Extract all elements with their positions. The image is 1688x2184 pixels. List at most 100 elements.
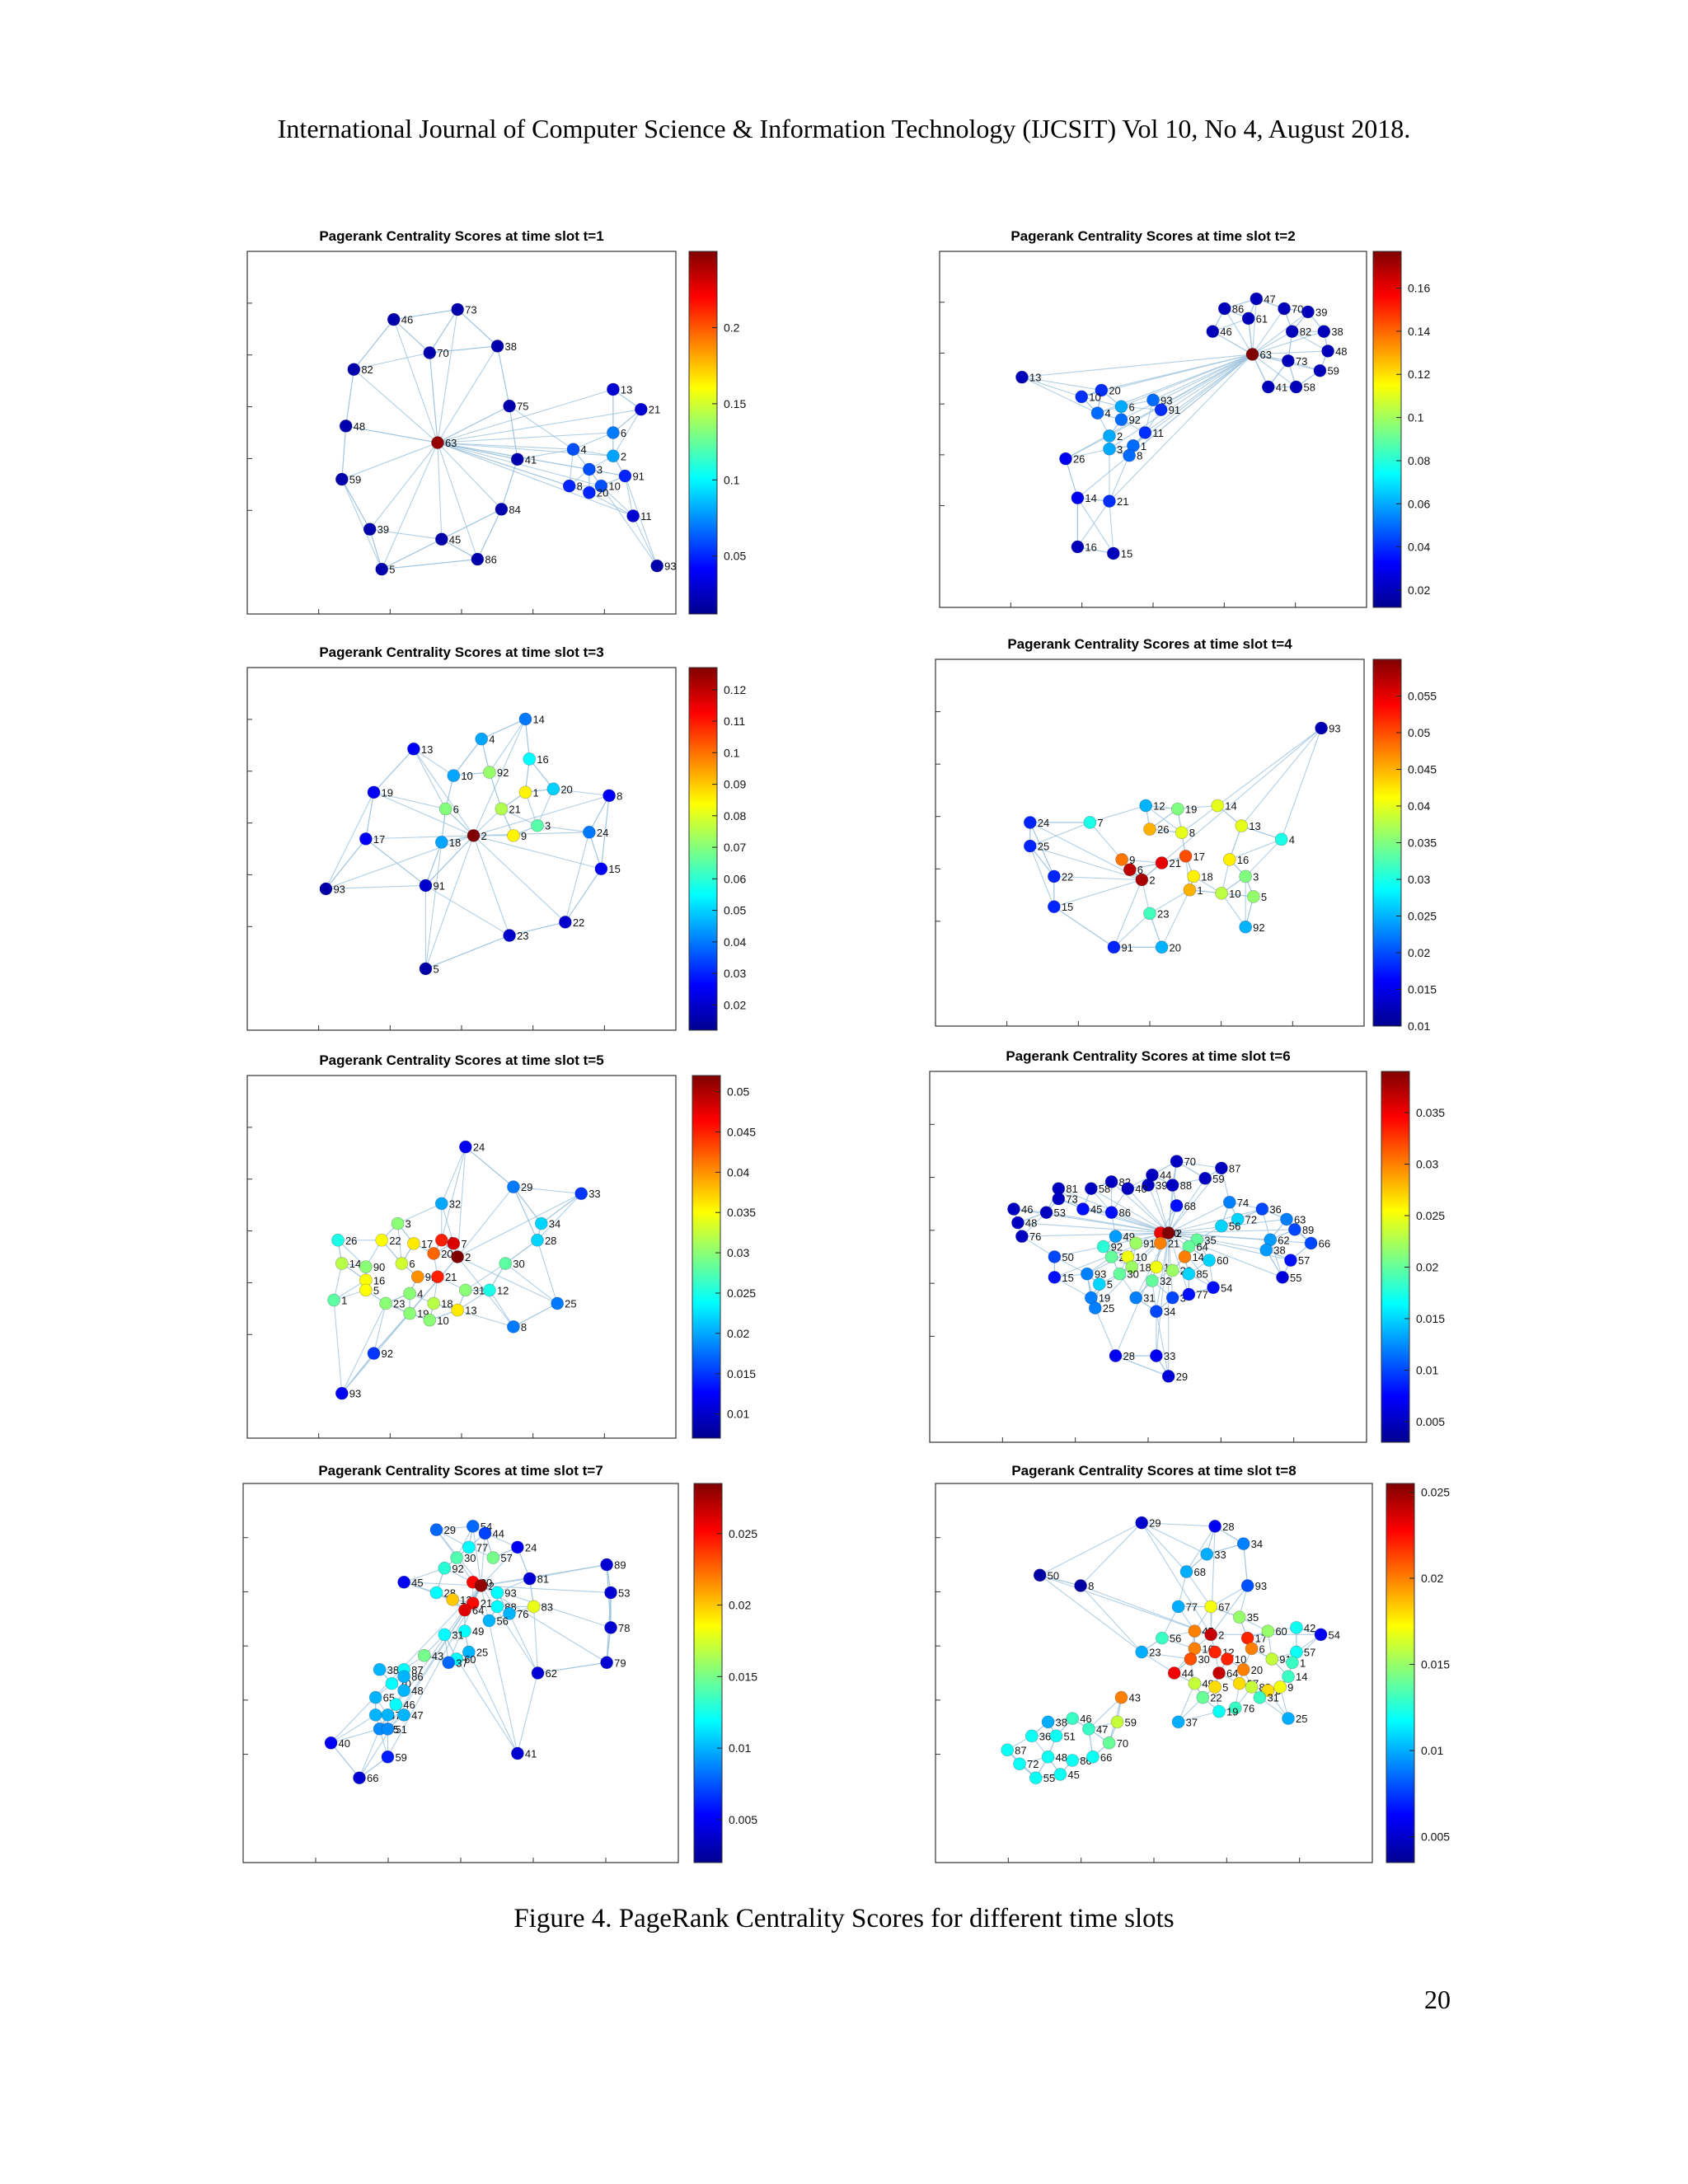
edge — [403, 1568, 445, 1583]
node-label: 91 — [632, 471, 644, 483]
node-65 — [368, 1690, 382, 1704]
edge — [1142, 1522, 1216, 1527]
edge — [481, 1585, 538, 1674]
node-22 — [1104, 1250, 1118, 1263]
edge — [1168, 1202, 1231, 1234]
node-14 — [1282, 1670, 1295, 1684]
colorbar-tick-label: 0.16 — [1408, 282, 1430, 295]
edge — [457, 1193, 582, 1258]
node-label: 8 — [617, 790, 622, 802]
edge — [353, 368, 438, 443]
node-90 — [359, 1260, 373, 1274]
edge — [425, 884, 510, 936]
node-10 — [447, 769, 461, 783]
node-label: 33 — [1214, 1549, 1226, 1561]
colorbar-tick-label: 0.1 — [1408, 411, 1424, 424]
node-2 — [467, 828, 481, 842]
colorbar-tick-label: 0.02 — [729, 1599, 751, 1612]
node-88 — [1245, 1680, 1259, 1694]
node-label: 46 — [1021, 1203, 1033, 1216]
edge — [331, 1714, 376, 1744]
node-label: 23 — [1149, 1647, 1160, 1659]
node-3 — [582, 462, 596, 476]
node-58 — [1289, 380, 1303, 394]
node-2 — [607, 449, 620, 463]
edge — [1065, 448, 1110, 460]
node-label: 92 — [1111, 1241, 1123, 1254]
node-15 — [1048, 1270, 1062, 1284]
edge — [457, 1310, 514, 1328]
node-11 — [1138, 426, 1152, 439]
node-20 — [1155, 940, 1169, 954]
node-19 — [1212, 1704, 1226, 1718]
node-label: 87 — [1229, 1162, 1240, 1174]
node-label: 79 — [614, 1657, 626, 1669]
node-70 — [423, 346, 437, 359]
node-label: 82 — [1300, 326, 1311, 338]
edge — [573, 432, 614, 450]
node-31 — [438, 1628, 452, 1642]
colorbar — [688, 667, 718, 1031]
node-72 — [1231, 1212, 1245, 1226]
colorbar-tick-label: 0.05 — [727, 1085, 749, 1099]
node-19 — [403, 1306, 416, 1320]
edge — [457, 309, 498, 347]
node-39 — [1301, 305, 1315, 319]
node-label: 23 — [393, 1298, 405, 1310]
node-39 — [1142, 1179, 1155, 1192]
node-label: 18 — [449, 837, 461, 849]
node-55 — [1276, 1270, 1289, 1284]
node-label: 6 — [1259, 1643, 1265, 1655]
axes-box — [242, 1483, 679, 1863]
edge — [1142, 1652, 1191, 1660]
node-label: 93 — [1255, 1580, 1267, 1592]
node-label: 82 — [361, 363, 373, 376]
node-label: 44 — [1182, 1667, 1193, 1680]
node-21 — [1155, 856, 1169, 869]
node-label: 24 — [1038, 817, 1049, 829]
node-32 — [434, 1197, 448, 1211]
node-20 — [1236, 1662, 1250, 1676]
node-label: 3 — [1253, 870, 1259, 883]
edge — [437, 442, 570, 487]
node-39 — [363, 523, 377, 537]
colorbar-tick-label: 0.12 — [1408, 368, 1430, 381]
node-label: 3 — [1117, 443, 1123, 456]
node-70 — [1278, 302, 1291, 316]
axes-box — [935, 658, 1365, 1027]
node-label: 39 — [377, 523, 389, 536]
edge — [1207, 1543, 1244, 1555]
edge — [1021, 377, 1102, 391]
edge — [1252, 354, 1296, 387]
colorbar-tick-label: 0.02 — [1416, 1261, 1438, 1274]
node-26 — [1143, 823, 1156, 837]
edge — [632, 515, 658, 566]
colorbar-tick-label: 0.04 — [724, 935, 746, 949]
node-18 — [1187, 869, 1201, 883]
edge — [445, 808, 474, 837]
edge — [573, 448, 614, 457]
colorbar-tick-label: 0.025 — [1408, 910, 1437, 923]
node-label: 25 — [1038, 841, 1049, 853]
edge — [1181, 805, 1218, 833]
node-47 — [397, 1708, 411, 1722]
edge — [437, 388, 614, 443]
edge — [1029, 822, 1142, 880]
node-5 — [1246, 890, 1260, 903]
edge — [1081, 354, 1253, 397]
node-label: 10 — [461, 770, 472, 782]
node-21 — [466, 1596, 480, 1610]
journal-header: International Journal of Computer Scienc… — [277, 114, 1411, 143]
colorbar — [1372, 251, 1402, 608]
node-label: 21 — [1170, 857, 1181, 869]
node-1 — [1183, 883, 1197, 897]
node-55 — [1029, 1771, 1043, 1785]
node-label: 25 — [565, 1298, 576, 1310]
colorbar-tick-label: 0.035 — [1408, 837, 1437, 850]
edge — [457, 1186, 514, 1258]
node-17 — [407, 1236, 420, 1250]
node-13 — [1015, 370, 1029, 384]
node-8 — [1175, 826, 1189, 840]
node-86 — [471, 552, 485, 566]
